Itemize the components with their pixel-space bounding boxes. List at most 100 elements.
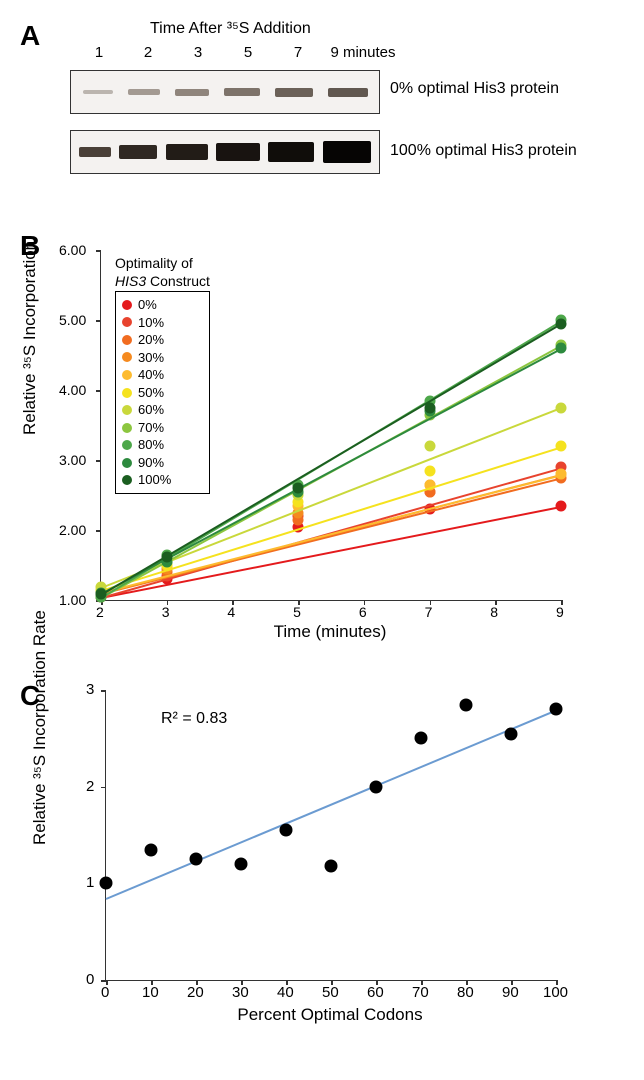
ytick-c: 2 xyxy=(86,778,94,795)
gel-band xyxy=(323,141,371,163)
data-point xyxy=(161,551,172,562)
legend-dot xyxy=(122,475,132,485)
panel-a-time-row: 123579 minutes xyxy=(75,44,403,61)
chart-b: 1.002.003.004.005.006.0023456789 Relativ… xyxy=(100,250,560,630)
legend-label: 10% xyxy=(138,314,164,332)
xtick-c: 100 xyxy=(543,984,568,1001)
data-point xyxy=(424,402,435,413)
xtick-b: 5 xyxy=(293,604,301,620)
legend-label: 0% xyxy=(138,296,157,314)
xtick-c: 90 xyxy=(502,984,519,1001)
panel-a-time-title: Time After ³⁵S Addition xyxy=(150,20,311,38)
xlabel-c: Percent Optimal Codons xyxy=(105,1005,555,1025)
ytick-b: 5.00 xyxy=(59,312,95,328)
gel-band xyxy=(119,145,157,159)
legend-label: 70% xyxy=(138,419,164,437)
data-point xyxy=(293,483,304,494)
xtick-c: 50 xyxy=(322,984,339,1001)
legend-item: 90% xyxy=(122,454,199,472)
legend-dot xyxy=(122,335,132,345)
timepoint-label: 9 minutes xyxy=(323,44,403,61)
xtick-b: 3 xyxy=(162,604,170,620)
data-point xyxy=(556,441,567,452)
data-point xyxy=(556,343,567,354)
legend-dot xyxy=(122,370,132,380)
xtick-c: 30 xyxy=(232,984,249,1001)
legend-item: 80% xyxy=(122,436,199,454)
gel-band xyxy=(275,88,313,97)
legend-dot xyxy=(122,440,132,450)
chart-c: 01230102030405060708090100R² = 0.83 Rela… xyxy=(105,690,555,1010)
legend-item: 0% xyxy=(122,296,199,314)
xtick-b: 9 xyxy=(556,604,564,620)
xtick-b: 6 xyxy=(359,604,367,620)
gel-label-100pct: 100% optimal His3 protein xyxy=(390,142,577,160)
legend-label: 40% xyxy=(138,366,164,384)
panel-b: B 1.002.003.004.005.006.0023456789 Relat… xyxy=(20,230,624,680)
xtick-c: 40 xyxy=(277,984,294,1001)
ytick-b: 1.00 xyxy=(59,592,95,608)
gel-band xyxy=(128,89,160,95)
data-point xyxy=(556,469,567,480)
legend-item: 100% xyxy=(122,471,199,489)
legend-title-2: HIS3 Construct xyxy=(115,273,210,289)
ylabel-c: Relative ³⁵S Incorporation Rate xyxy=(30,610,50,845)
ytick-b: 3.00 xyxy=(59,452,95,468)
timepoint-label: 7 xyxy=(273,44,323,61)
ytick-b: 4.00 xyxy=(59,382,95,398)
legend-dot xyxy=(122,317,132,327)
figure: A Time After ³⁵S Addition 123579 minutes… xyxy=(20,20,624,1060)
data-point xyxy=(556,318,567,329)
data-point-c xyxy=(550,703,563,716)
gel-band xyxy=(83,90,113,94)
legend-label: 20% xyxy=(138,331,164,349)
legend-item: 70% xyxy=(122,419,199,437)
ytick-b: 6.00 xyxy=(59,242,95,258)
ytick-c: 1 xyxy=(86,874,94,891)
ytick-b: 2.00 xyxy=(59,522,95,538)
legend-item: 30% xyxy=(122,349,199,367)
gel-label-0pct: 0% optimal His3 protein xyxy=(390,80,559,98)
xtick-b: 7 xyxy=(425,604,433,620)
data-point-c xyxy=(190,853,203,866)
xtick-c: 60 xyxy=(367,984,384,1001)
legend-dot xyxy=(122,458,132,468)
data-point-c xyxy=(460,698,473,711)
legend-item: 20% xyxy=(122,331,199,349)
data-point-c xyxy=(415,732,428,745)
xlabel-b: Time (minutes) xyxy=(100,622,560,642)
legend-label: 80% xyxy=(138,436,164,454)
legend-label: 30% xyxy=(138,349,164,367)
data-point xyxy=(556,500,567,511)
ytick-c: 0 xyxy=(86,971,94,988)
legend-item: 40% xyxy=(122,366,199,384)
data-point-c xyxy=(370,780,383,793)
legend-dot xyxy=(122,405,132,415)
data-point-c xyxy=(325,859,338,872)
gel-box-100pct xyxy=(70,130,380,174)
timepoint-label: 2 xyxy=(123,44,173,61)
legend-label: 60% xyxy=(138,401,164,419)
plot-area-c: 01230102030405060708090100R² = 0.83 xyxy=(105,690,556,981)
legend-b: Optimality of HIS3 Construct 0%10%20%30%… xyxy=(115,255,210,494)
timepoint-label: 5 xyxy=(223,44,273,61)
xtick-b: 8 xyxy=(490,604,498,620)
data-point-c xyxy=(235,858,248,871)
gel-band xyxy=(328,88,368,97)
data-point-c xyxy=(505,727,518,740)
legend-item: 50% xyxy=(122,384,199,402)
legend-dot xyxy=(122,423,132,433)
gel-band xyxy=(268,142,314,162)
xtick-c: 10 xyxy=(142,984,159,1001)
xtick-c: 20 xyxy=(187,984,204,1001)
ylabel-b: Relative ³⁵S Incorporation xyxy=(20,241,40,435)
gel-band xyxy=(79,147,111,157)
legend-item: 10% xyxy=(122,314,199,332)
legend-dot xyxy=(122,352,132,362)
xtick-b: 4 xyxy=(227,604,235,620)
gel-box-0pct xyxy=(70,70,380,114)
data-point xyxy=(556,402,567,413)
gel-band xyxy=(216,143,260,161)
data-point-c xyxy=(145,843,158,856)
xtick-c: 70 xyxy=(412,984,429,1001)
